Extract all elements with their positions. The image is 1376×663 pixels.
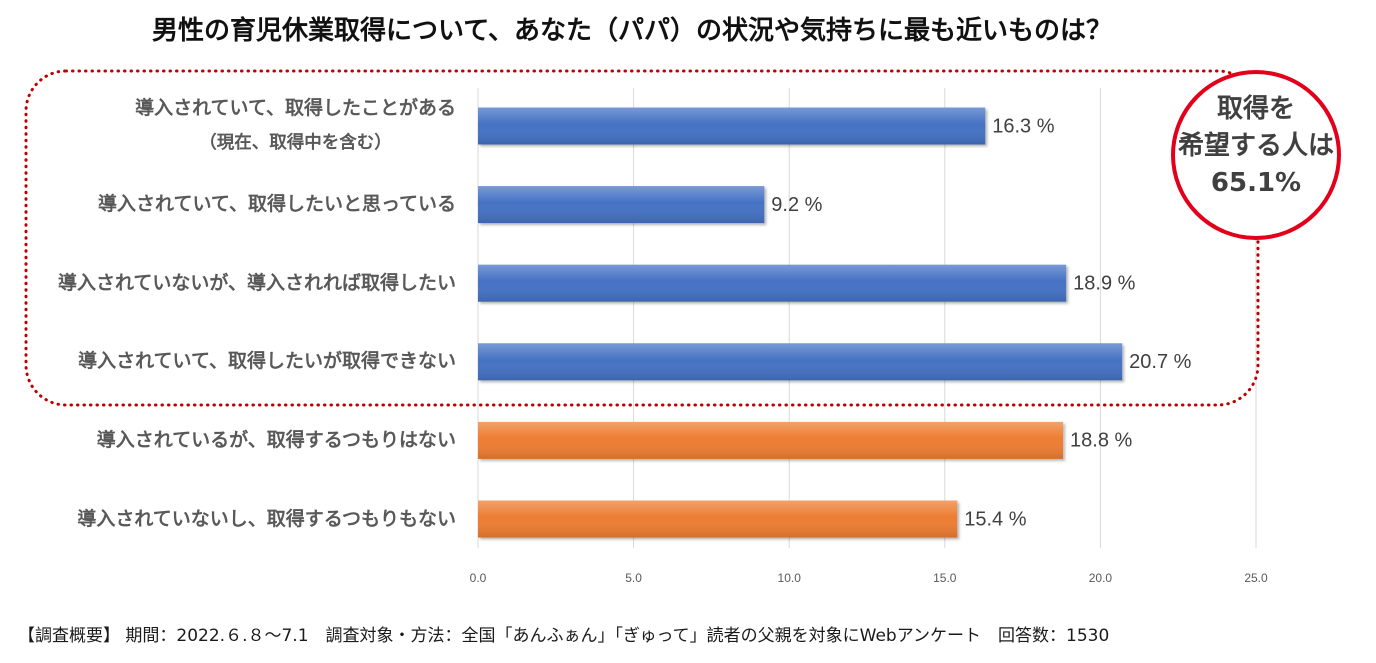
value-label: 9.2 % <box>771 194 822 216</box>
highlight-group-outline <box>24 69 1260 407</box>
category-label-text: 導入されていて、取得したいが取得できない <box>78 350 456 373</box>
callout-circle: 取得を 希望する人は 65.1% <box>1171 70 1341 240</box>
category-label: 導入されていないが、導入されれば取得したい <box>58 266 456 301</box>
bar-sheen <box>478 343 1123 381</box>
value-label: 15.4 % <box>964 508 1026 530</box>
x-tick-label: 0.0 <box>470 571 487 585</box>
callout-total: 65.1% <box>1210 167 1302 198</box>
category-label-text: 導入されているが、取得するつもりはない <box>96 428 456 451</box>
category-label: 導入されていて、取得したいが取得できない <box>78 344 456 379</box>
x-tick-label: 10.0 <box>778 571 802 585</box>
category-label-text: 導入されていて、取得したいと思っている <box>98 193 456 216</box>
callout-line: 希望する人は <box>1177 130 1334 161</box>
gridlines <box>477 88 1257 548</box>
category-label-text: 導入されていないが、導入されれば取得したい <box>57 271 456 294</box>
x-tick-label: 15.0 <box>933 571 957 585</box>
survey-footnote: 【調査概要】 期間：2022.６.８～7.1 調査対象・方法：全国「あんふぁん」… <box>18 626 1110 646</box>
bar-sheen <box>478 264 1067 302</box>
callout-line: 取得を <box>1216 93 1295 124</box>
x-tick-label: 20.0 <box>1089 571 1113 585</box>
value-label: 20.7 % <box>1129 351 1191 373</box>
value-label: 18.8 % <box>1070 430 1132 452</box>
category-label-text: 導入されていて、取得したことがある <box>135 97 456 119</box>
bar-sheen <box>478 107 986 145</box>
x-tick-label: 25.0 <box>1244 571 1268 585</box>
category-label: 導入されていて、取得したことがある （現在、取得中を含む） <box>135 91 456 161</box>
category-label: 導入されていないし、取得するつもりもない <box>77 502 456 537</box>
category-label: 導入されていて、取得したいと思っている <box>98 187 456 222</box>
x-tick-label: 5.0 <box>625 571 642 585</box>
bar-sheen <box>478 186 765 224</box>
bar-sheen <box>478 421 1064 459</box>
category-label: 導入されているが、取得するつもりはない <box>97 423 456 458</box>
category-label-text: 導入されていないし、取得するつもりもない <box>77 507 456 530</box>
bar-sheen <box>478 500 958 538</box>
value-label: 16.3 % <box>992 115 1054 137</box>
value-label: 18.9 % <box>1073 272 1135 294</box>
bars <box>478 107 1123 538</box>
chart-text: 0.0 5.0 10.0 15.0 20.0 25.0 16.3 % 9.2 % 18.9 % 2… <box>470 115 1268 585</box>
category-label-note: （現在、取得中を含む） <box>199 133 392 153</box>
chart-title: 男性の育児休業取得について、あなた（パパ）の状況や気持ちに最も近いものは？ <box>152 16 1112 46</box>
